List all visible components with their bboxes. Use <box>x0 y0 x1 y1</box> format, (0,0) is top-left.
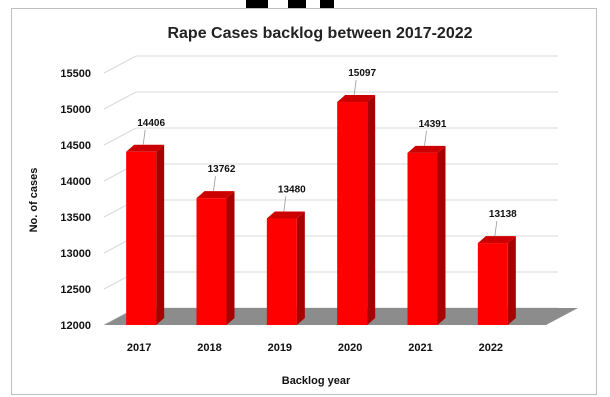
data-label-leader-2018 <box>213 176 216 192</box>
bar-2019 <box>266 211 305 325</box>
x-axis-ticks: 2017 2018 2019 2020 2021 2022 <box>127 342 503 354</box>
x-tick-label-2017: 2017 <box>127 342 151 354</box>
bar-2022 <box>477 236 516 325</box>
x-tick-label-2018: 2018 <box>197 342 221 354</box>
chart-title: Rape Cases backlog between 2017-2022 <box>167 25 472 42</box>
y-axis-title: No. of cases <box>28 168 40 233</box>
y-tick-label-4: 14000 <box>60 176 91 188</box>
bar-2017 <box>126 144 165 325</box>
y-tick-label-6: 15000 <box>60 104 91 116</box>
data-label-leader-2021 <box>424 130 427 146</box>
data-label-2022: 13138 <box>489 209 517 220</box>
data-label-leader-2022 <box>494 221 498 237</box>
data-label-leader-2017 <box>142 129 146 145</box>
y-axis-ticks: 12000 12500 13000 13500 14000 14500 15000 15500 <box>60 68 91 332</box>
gridline-6 <box>103 91 558 110</box>
y-tick-label-0: 12000 <box>60 320 91 332</box>
y-tick-label-7: 15500 <box>60 68 91 80</box>
bars <box>126 95 516 326</box>
x-tick-label-2019: 2019 <box>268 342 292 354</box>
y-tick-label-5: 14500 <box>60 140 91 152</box>
bar-2018 <box>196 191 235 325</box>
data-label-2019: 13480 <box>278 184 306 195</box>
y-tick-label-1: 12500 <box>60 284 91 296</box>
data-label-2020: 15097 <box>348 68 376 79</box>
data-labels: 14406 13762 13480 15097 14391 13138 <box>137 68 517 237</box>
bar-2020 <box>337 95 376 326</box>
gridline-7 <box>103 55 558 74</box>
data-label-leader-2020 <box>353 79 357 96</box>
data-label-2021: 14391 <box>419 119 447 130</box>
x-tick-label-2021: 2021 <box>408 342 432 354</box>
x-axis-title: Backlog year <box>282 375 351 387</box>
x-tick-label-2022: 2022 <box>479 342 503 354</box>
chart-frame <box>11 8 597 395</box>
data-label-2018: 13762 <box>208 164 236 175</box>
data-label-leader-2019 <box>283 196 287 212</box>
gridline-4 <box>103 163 558 182</box>
y-tick-label-3: 13500 <box>60 212 91 224</box>
gridline-5 <box>103 127 558 146</box>
bar-2021 <box>407 145 446 325</box>
cropped-heading-fragment <box>0 0 610 9</box>
data-label-2017: 14406 <box>137 118 165 129</box>
x-tick-label-2020: 2020 <box>338 342 362 354</box>
y-tick-label-2: 13000 <box>60 248 91 260</box>
